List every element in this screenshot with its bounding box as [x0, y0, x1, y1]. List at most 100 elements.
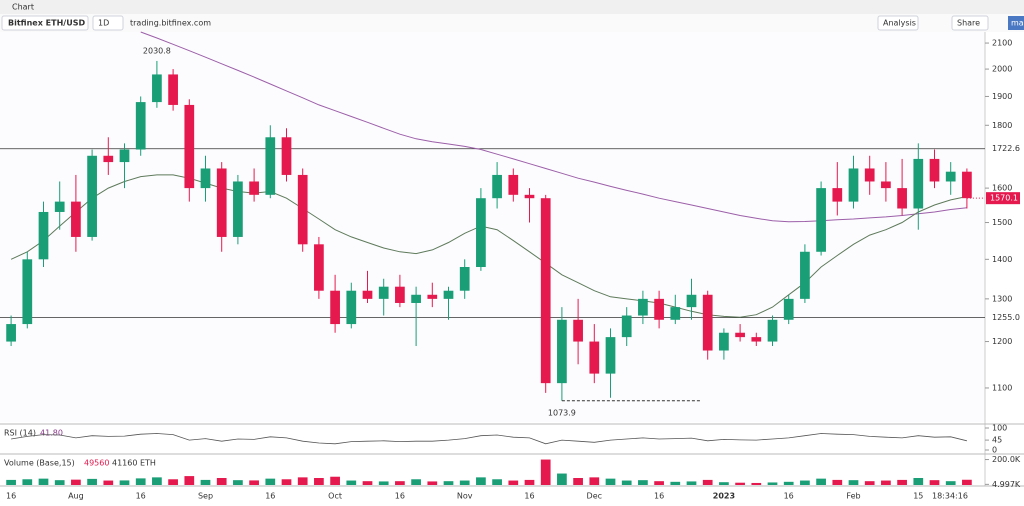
rsi-tick-label: 100	[992, 424, 1007, 433]
candle-body	[216, 168, 227, 237]
x-tick-label: 2023	[713, 492, 735, 501]
candle-body	[22, 259, 33, 325]
y-tick-label: 2100	[992, 39, 1012, 48]
candle-body	[168, 74, 178, 105]
volume-bar	[864, 481, 875, 485]
x-tick-label: Feb	[846, 492, 860, 501]
symbol: Bitfinex ETH/USD	[8, 19, 85, 28]
candle-body	[945, 171, 956, 182]
candle-body	[719, 332, 729, 351]
volume-bar	[508, 480, 519, 485]
rsi-tick-label: 45	[992, 436, 1002, 445]
candle-body	[314, 244, 324, 291]
candle-body	[476, 198, 486, 268]
level-label: 1255.0	[992, 313, 1020, 322]
link[interactable]: trading.bitfinex.com	[130, 19, 211, 28]
volume-bar	[233, 480, 243, 485]
candle-body	[702, 294, 713, 351]
level-label: 1722.6	[992, 144, 1020, 153]
low-label: 1073.9	[548, 408, 576, 417]
volume-bar	[119, 480, 130, 485]
candle-body	[929, 158, 940, 182]
y-tick-label: 1800	[992, 121, 1012, 130]
volume-bar	[832, 479, 843, 485]
volume-bar	[135, 478, 146, 485]
candle-body	[557, 319, 567, 384]
volume-bar	[783, 481, 794, 485]
candle-body	[492, 174, 502, 199]
candle-body	[638, 298, 648, 316]
candle-body	[281, 137, 292, 175]
candle-body	[395, 286, 405, 303]
volume-current: 41160 ETH	[112, 459, 156, 468]
y-tick-label: 1900	[992, 92, 1012, 101]
candle-body	[265, 137, 276, 195]
candle-body	[832, 188, 843, 202]
candle-body	[508, 174, 519, 195]
share-button[interactable]	[951, 15, 989, 31]
volume-title: Volume (Base,15)	[4, 459, 75, 468]
main-button[interactable]	[1008, 16, 1024, 30]
volume-bar	[314, 478, 324, 485]
volume-bar	[670, 481, 681, 485]
candle-body	[816, 188, 826, 252]
volume-bar	[881, 480, 891, 485]
volume-bar	[362, 481, 373, 485]
candle-body	[103, 155, 114, 163]
candle-body	[767, 319, 778, 342]
volume-bar	[492, 479, 502, 485]
rsi-title: RSI (14)	[4, 429, 36, 438]
interval-button[interactable]	[92, 15, 124, 31]
x-tick-label: 15	[913, 492, 923, 501]
volume-bar	[281, 479, 292, 485]
candle-body	[362, 290, 373, 299]
volume-bar	[540, 459, 551, 485]
moving-average	[140, 31, 967, 223]
volume-bar	[816, 478, 826, 485]
volume-bar	[589, 477, 600, 485]
candle-body	[184, 104, 195, 189]
y-tick-label: 2000	[992, 65, 1012, 74]
volume-bar	[848, 480, 859, 485]
y-tick-label: 1500	[992, 218, 1012, 227]
volume-bar	[621, 480, 632, 485]
volume-bar	[38, 478, 49, 485]
candle-body	[200, 168, 211, 189]
volume-bar	[22, 479, 33, 485]
volume-bar	[346, 480, 357, 485]
candle-body	[249, 181, 259, 195]
x-tick-label: 16	[524, 492, 534, 501]
volume-bar	[200, 479, 211, 485]
candle-body	[38, 211, 49, 260]
volume-tick-label: 200.0K	[992, 455, 1021, 464]
symbol-button[interactable]	[1, 15, 89, 31]
analysis: Analysis	[883, 19, 916, 28]
x-tick-label: Aug	[68, 492, 84, 501]
volume-bar	[767, 482, 778, 485]
volume-bar	[476, 477, 486, 485]
x-tick-label: 16	[265, 492, 275, 501]
candle-body	[897, 188, 907, 209]
volume-bar	[152, 477, 162, 485]
candle-body	[378, 286, 389, 299]
candle-body	[864, 168, 875, 182]
candle-body	[443, 290, 454, 299]
volume-bar	[249, 480, 259, 485]
volume-bar	[557, 473, 567, 485]
candle-body	[54, 201, 65, 212]
share: Share	[957, 19, 980, 28]
volume-bar	[573, 478, 583, 485]
volume-bar	[962, 479, 972, 485]
volume-bar	[443, 481, 454, 485]
volume-bar	[719, 482, 729, 485]
candle-body	[87, 155, 97, 237]
x-tick-label: 16	[784, 492, 794, 501]
candle-body	[152, 74, 162, 103]
high-label: 2030.8	[143, 46, 171, 55]
interval: 1D	[98, 19, 109, 28]
volume-bar	[654, 481, 664, 485]
analysis-button[interactable]	[877, 15, 919, 31]
volume-bar	[605, 478, 616, 485]
volume-bar	[638, 480, 648, 485]
